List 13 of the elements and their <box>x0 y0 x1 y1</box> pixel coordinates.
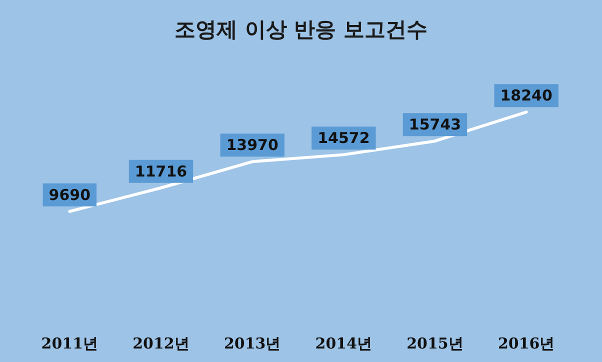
x-tick-label: 2016년 <box>498 334 555 352</box>
data-label: 11716 <box>134 162 188 180</box>
x-tick-label: 2012년 <box>132 334 190 352</box>
x-tick-label: 2014년 <box>315 334 372 352</box>
chart-title: 조영제 이상 반응 보고건수 <box>174 18 428 42</box>
data-label: 18240 <box>500 86 552 105</box>
x-tick-label: 2015년 <box>406 334 464 352</box>
data-label: 13970 <box>226 136 278 154</box>
data-label: 9690 <box>48 186 91 204</box>
x-tick-label: 2013년 <box>224 334 281 352</box>
data-label: 15743 <box>408 116 462 134</box>
x-tick-label: 2011년 <box>41 334 98 352</box>
data-label: 14572 <box>318 129 370 148</box>
